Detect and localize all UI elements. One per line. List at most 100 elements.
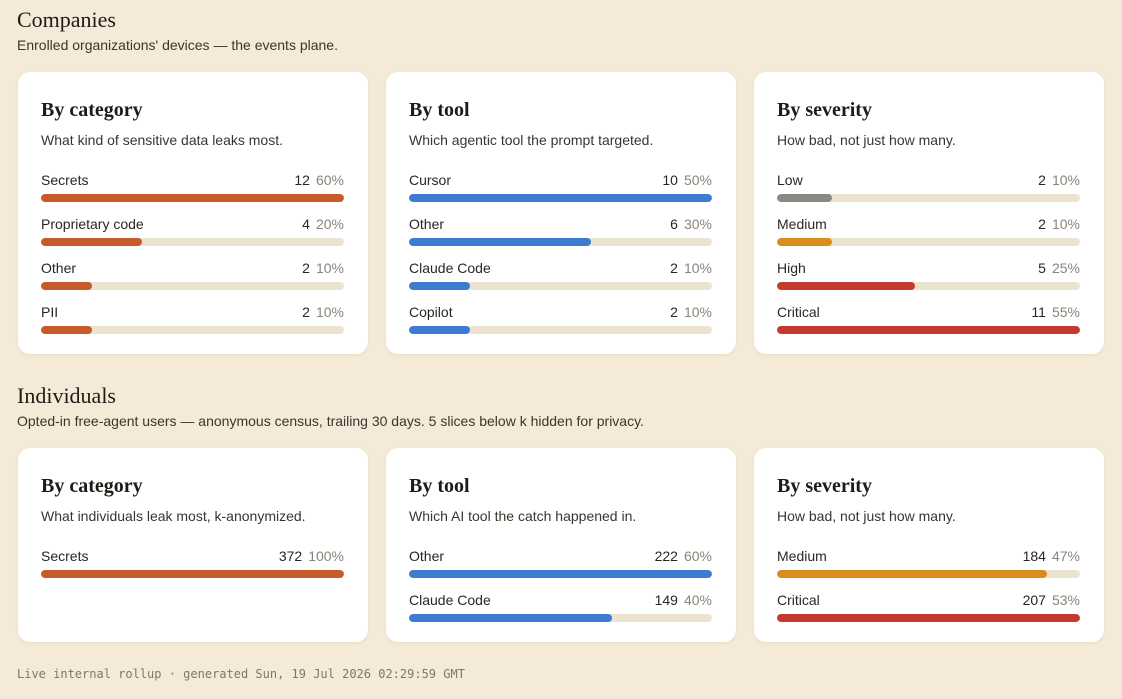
bar-label: Claude Code xyxy=(409,260,491,276)
bar-values: 2 10% xyxy=(670,305,712,319)
individuals-card-grid: By category What individuals leak most, k… xyxy=(18,448,1104,642)
bar-track xyxy=(41,194,344,202)
bar-count: 2 xyxy=(302,260,310,276)
bar-fill xyxy=(41,282,92,290)
bar-label: Copilot xyxy=(409,304,453,320)
bar-percent: 47% xyxy=(1051,548,1080,564)
bar-count: 2 xyxy=(670,260,678,276)
bar-list: Cursor 10 50% Other 6 30% Claude Code 2 10% Copil… xyxy=(409,173,712,349)
bar-count: 11 xyxy=(1031,304,1046,320)
bar-list: Other 222 60% Claude Code 149 40% xyxy=(409,549,712,637)
bar-count: 207 xyxy=(1022,592,1046,608)
bar-count: 2 xyxy=(670,304,678,320)
bar-track xyxy=(777,194,1080,202)
bar-percent: 40% xyxy=(683,592,712,608)
bar-track xyxy=(777,570,1080,578)
bar-row: Proprietary code 4 20% xyxy=(41,217,344,261)
bar-list: Secrets 372 100% xyxy=(41,549,344,593)
bar-fill xyxy=(41,326,92,334)
bar-count: 372 xyxy=(278,548,303,564)
card-description: What kind of sensitive data leaks most. xyxy=(41,132,283,148)
bar-count: 2 xyxy=(1038,216,1046,232)
bar-fill xyxy=(409,194,712,202)
bar-fill xyxy=(409,570,712,578)
bar-row: Secrets 12 60% xyxy=(41,173,344,217)
bar-row: PII 2 10% xyxy=(41,305,344,349)
bar-label: Secrets xyxy=(41,548,89,564)
bar-values: 10 50% xyxy=(662,173,712,187)
bar-row: Critical 11 55% xyxy=(777,305,1080,349)
companies-card-by-category: By category What kind of sensitive data l… xyxy=(18,72,368,354)
bar-values: 222 60% xyxy=(655,549,712,563)
bar-percent: 55% xyxy=(1051,304,1080,320)
bar-values: 4 20% xyxy=(302,217,344,231)
bar-percent: 10% xyxy=(315,304,344,320)
bar-row: Other 6 30% xyxy=(409,217,712,261)
bar-list: Low 2 10% Medium 2 10% High 5 25% Critical 11 55% xyxy=(777,173,1080,349)
bar-track xyxy=(409,194,712,202)
bar-count: 12 xyxy=(294,172,310,188)
bar-row: Low 2 10% xyxy=(777,173,1080,217)
bar-label: Claude Code xyxy=(409,592,491,608)
bar-percent: 10% xyxy=(1051,216,1080,232)
bar-values: 2 10% xyxy=(302,261,344,275)
bar-track xyxy=(41,282,344,290)
bar-values: 11 55% xyxy=(1031,305,1080,319)
bar-fill xyxy=(777,614,1080,622)
bar-values: 2 10% xyxy=(302,305,344,319)
bar-fill xyxy=(777,326,1080,334)
bar-values: 207 53% xyxy=(1023,593,1080,607)
bar-track xyxy=(41,238,344,246)
bar-percent: 60% xyxy=(683,548,712,564)
bar-track xyxy=(777,282,1080,290)
bar-count: 149 xyxy=(654,592,678,608)
bar-row: Secrets 372 100% xyxy=(41,549,344,593)
card-title: By category xyxy=(41,99,143,121)
bar-label: Critical xyxy=(777,592,820,608)
bar-row: Claude Code 149 40% xyxy=(409,593,712,637)
card-description: How bad, not just how many. xyxy=(777,132,956,148)
bar-percent: 10% xyxy=(315,260,344,276)
companies-subtitle: Enrolled organizations' devices — the ev… xyxy=(17,37,338,53)
bar-label: Medium xyxy=(777,548,827,564)
card-title: By category xyxy=(41,475,143,497)
bar-fill xyxy=(409,326,470,334)
bar-count: 222 xyxy=(654,548,678,564)
bar-track xyxy=(41,570,344,578)
bar-row: Cursor 10 50% xyxy=(409,173,712,217)
bar-values: 6 30% xyxy=(670,217,712,231)
card-title: By severity xyxy=(777,475,872,497)
bar-count: 184 xyxy=(1022,548,1046,564)
bar-row: Critical 207 53% xyxy=(777,593,1080,637)
companies-card-by-tool: By tool Which agentic tool the prompt tar… xyxy=(386,72,736,354)
bar-percent: 10% xyxy=(1051,172,1080,188)
individuals-subtitle: Opted-in free-agent users — anonymous ce… xyxy=(17,413,644,429)
bar-values: 184 47% xyxy=(1023,549,1080,563)
bar-percent: 100% xyxy=(308,548,344,564)
bar-row: Medium 184 47% xyxy=(777,549,1080,593)
individuals-card-by-category: By category What individuals leak most, k… xyxy=(18,448,368,642)
individuals-card-by-severity: By severity How bad, not just how many. Me… xyxy=(754,448,1104,642)
bar-count: 5 xyxy=(1038,260,1046,276)
bar-track xyxy=(41,326,344,334)
bar-count: 6 xyxy=(670,216,678,232)
bar-fill xyxy=(777,570,1047,578)
bar-list: Medium 184 47% Critical 207 53% xyxy=(777,549,1080,637)
bar-percent: 60% xyxy=(315,172,344,188)
bar-count: 2 xyxy=(1038,172,1046,188)
bar-percent: 10% xyxy=(683,260,712,276)
companies-card-grid: By category What kind of sensitive data l… xyxy=(18,72,1104,354)
bar-fill xyxy=(41,570,344,578)
bar-values: 2 10% xyxy=(670,261,712,275)
bar-track xyxy=(409,282,712,290)
card-title: By tool xyxy=(409,475,470,497)
card-title: By severity xyxy=(777,99,872,121)
bar-track xyxy=(777,614,1080,622)
bar-label: Cursor xyxy=(409,172,452,188)
card-description: What individuals leak most, k-anonymized… xyxy=(41,508,306,524)
bar-values: 2 10% xyxy=(1038,173,1080,187)
bar-fill xyxy=(777,282,915,290)
bar-row: Copilot 2 10% xyxy=(409,305,712,349)
bar-label: Low xyxy=(777,172,803,188)
bar-track xyxy=(777,326,1080,334)
